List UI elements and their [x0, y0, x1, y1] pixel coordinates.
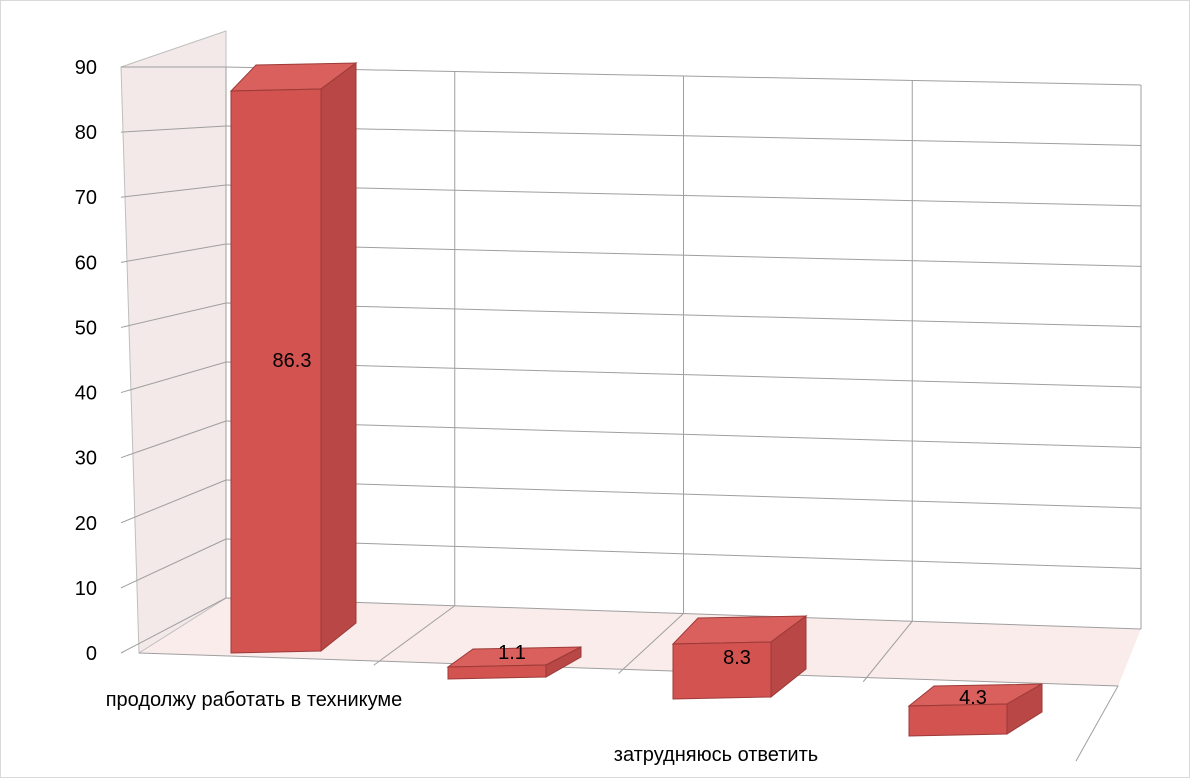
bar-front	[447, 664, 547, 680]
gridline-side-4	[120, 361, 227, 394]
x-category-label: продолжу работать в техникуме	[106, 689, 403, 711]
gridline-side-6	[120, 243, 227, 263]
y-tick-label: 60	[75, 252, 97, 274]
bar-front	[230, 88, 322, 654]
bar-0: 86.3	[229, 62, 358, 654]
bar-value-label: 4.3	[959, 687, 987, 709]
bar-3: 4.3	[907, 683, 1043, 737]
bar-side	[320, 62, 357, 653]
gridline-side-5	[120, 302, 227, 328]
y-tick-label: 0	[86, 643, 97, 665]
gridline-side-0	[120, 597, 227, 654]
floor-divider-2	[618, 613, 684, 674]
bar-front	[672, 641, 772, 700]
gridline-side-3	[120, 420, 227, 459]
floor-divider-1	[373, 605, 456, 666]
y-tick-label: 90	[75, 57, 97, 79]
bar-value-label: 86.3	[273, 350, 312, 372]
floor	[139, 598, 1141, 686]
y-tick-label: 30	[75, 448, 97, 470]
bar-front	[908, 703, 1008, 737]
bars: 86.3 1.1 8.3 4.3	[229, 62, 1043, 737]
bar-1: 1.1	[446, 642, 582, 680]
bar-value-label: 1.1	[498, 642, 526, 664]
gridline-side-7	[120, 184, 227, 198]
bar-value-label: 8.3	[723, 647, 751, 669]
x-category-label: затрудняюсь ответить	[614, 744, 818, 766]
gridline-side-8	[120, 125, 227, 133]
x-axis-labels: продолжу работать в техникуме затрудняюсь…	[106, 689, 819, 766]
chart-walls	[120, 30, 1141, 686]
gridline-side-1	[120, 538, 227, 589]
floor-divider-3	[862, 620, 913, 683]
y-axis-ticks: 0 10 20 30 40 50 60 70 80 90	[75, 57, 97, 665]
gridline-side-2	[120, 479, 227, 524]
gridlines	[120, 66, 1142, 762]
y-tick-label: 10	[75, 578, 97, 600]
side-wall	[120, 30, 227, 654]
bar-2: 8.3	[671, 615, 808, 700]
y-tick-label: 50	[75, 317, 97, 339]
y-tick-label: 40	[75, 383, 97, 405]
y-tick-label: 80	[75, 122, 97, 144]
y-tick-label: 20	[75, 513, 97, 535]
y-tick-label: 70	[75, 187, 97, 209]
